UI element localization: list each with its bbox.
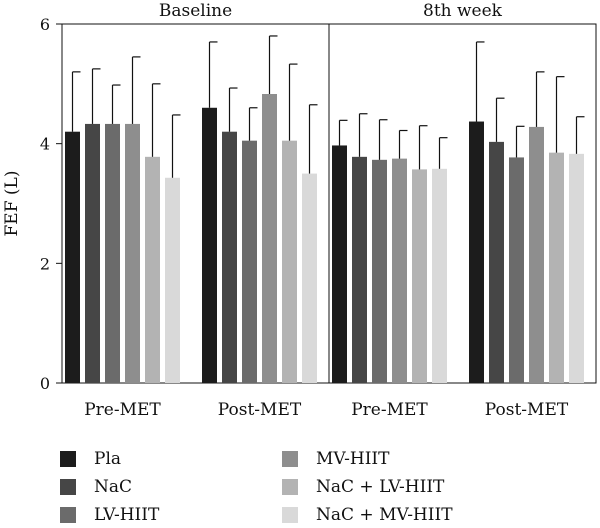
bar bbox=[282, 140, 297, 383]
bar bbox=[569, 153, 584, 383]
bar bbox=[352, 156, 367, 383]
panel-title: 8th week bbox=[423, 1, 503, 21]
legend-label-lv-hiit: LV-HIIT bbox=[94, 505, 160, 525]
legend-label-nac: NaC bbox=[94, 477, 133, 497]
x-tick-label: Pre-MET bbox=[351, 400, 428, 420]
legend-swatch-nac bbox=[60, 479, 76, 495]
bar bbox=[105, 123, 120, 384]
legend-swatch-nac-mv-hiit bbox=[282, 507, 298, 523]
x-tick-label: Post-MET bbox=[485, 400, 569, 420]
bar bbox=[432, 168, 447, 383]
y-tick-label: 0 bbox=[40, 374, 50, 393]
bar-chart-svg: Baseline Pre-MET Post-MET 8th week Pre-MET Po… bbox=[2, 1, 597, 420]
legend-item-nac-mv-hiit: NaC + MV-HIIT bbox=[282, 504, 453, 526]
bar bbox=[302, 173, 317, 383]
legend-label-pla: Pla bbox=[94, 449, 122, 469]
legend-label-nac-mv-hiit: NaC + MV-HIIT bbox=[316, 505, 453, 525]
bar bbox=[165, 177, 180, 383]
bar bbox=[202, 107, 217, 384]
y-tick-label: 2 bbox=[40, 254, 50, 273]
bar bbox=[125, 123, 140, 384]
legend-item-mv-hiit: MV-HIIT bbox=[282, 448, 389, 470]
bar bbox=[412, 169, 427, 383]
bar bbox=[262, 94, 277, 383]
panel-frame bbox=[328, 23, 597, 384]
bar bbox=[372, 159, 387, 383]
bar bbox=[85, 123, 100, 384]
legend-label-nac-lv-hiit: NaC + LV-HIIT bbox=[316, 477, 445, 497]
legend-item-nac-lv-hiit: NaC + LV-HIIT bbox=[282, 476, 444, 498]
legend-swatch-mv-hiit bbox=[282, 451, 298, 467]
panel-title: Baseline bbox=[159, 1, 232, 21]
bar bbox=[392, 158, 407, 383]
legend-item-pla: Pla bbox=[60, 448, 121, 470]
legend-label-mv-hiit: MV-HIIT bbox=[316, 449, 390, 469]
bar bbox=[469, 121, 484, 384]
legend-item-nac: NaC bbox=[60, 476, 132, 498]
bar bbox=[549, 152, 564, 383]
bar bbox=[222, 131, 237, 383]
y-axis-label: FEF (L) bbox=[2, 171, 22, 237]
x-tick-label: Post-MET bbox=[218, 400, 302, 420]
bar bbox=[332, 145, 347, 383]
bar bbox=[145, 156, 160, 383]
bar bbox=[65, 131, 80, 383]
bar bbox=[489, 141, 504, 383]
legend: Pla NaC LV-HIIT MV-HIIT NaC + LV-HIIT Na… bbox=[60, 448, 580, 528]
bar bbox=[529, 126, 544, 383]
bar bbox=[509, 157, 524, 383]
legend-item-lv-hiit: LV-HIIT bbox=[60, 504, 159, 526]
x-tick-label: Pre-MET bbox=[84, 400, 161, 420]
y-tick-label: 4 bbox=[40, 135, 50, 154]
y-tick-label: 6 bbox=[40, 15, 50, 34]
legend-swatch-nac-lv-hiit bbox=[282, 479, 298, 495]
legend-swatch-lv-hiit bbox=[60, 507, 76, 523]
legend-swatch-pla bbox=[60, 451, 76, 467]
bar bbox=[242, 140, 257, 383]
